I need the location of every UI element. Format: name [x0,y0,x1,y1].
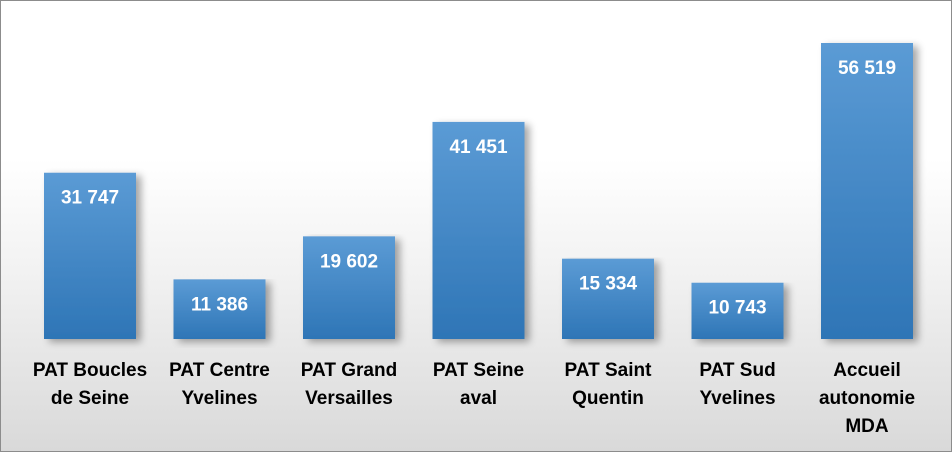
bar-2 [173,279,266,339]
bar-1 [44,172,136,339]
category-label-4-line-2: aval [460,388,497,409]
bar-5 [562,258,654,339]
category-label-2-line-1: PAT Centre [169,360,270,381]
category-label-1-line-1: PAT Boucles [33,360,147,381]
bar-6 [691,282,784,339]
category-label-3-line-2: Versailles [305,388,393,409]
category-label-2-line-2: Yvelines [181,388,257,409]
category-label-5-line-2: Quentin [572,388,644,409]
bar-value-label-5: 15 334 [579,274,638,295]
category-label-7-line-3: MDA [845,416,889,437]
bar-value-label-1: 31 747 [61,188,119,209]
bar-value-label-6: 10 743 [708,298,766,319]
bar-value-label-3: 19 602 [320,251,378,272]
category-label-1-line-2: de Seine [51,388,129,409]
bar-7 [821,43,913,339]
bar-value-label-4: 41 451 [449,137,508,158]
bars-layer [44,43,913,339]
category-label-6-line-1: PAT Sud [699,360,775,381]
category-label-6-line-2: Yvelines [699,388,775,409]
bar-3 [303,236,395,339]
labels-layer: 31 747 PAT Boucles de Seine 11 386 PAT Centr… [33,58,915,437]
category-label-5-line-1: PAT Saint [565,360,653,381]
bar-value-label-2: 11 386 [191,294,248,315]
category-label-3-line-1: PAT Grand [301,360,397,381]
bar-4 [432,121,525,339]
category-label-4-line-1: PAT Seine [433,360,524,381]
category-label-7-line-1: Accueil [833,360,901,381]
bar-value-label-7: 56 519 [838,58,896,79]
category-label-7-line-2: autonomie [819,388,915,409]
